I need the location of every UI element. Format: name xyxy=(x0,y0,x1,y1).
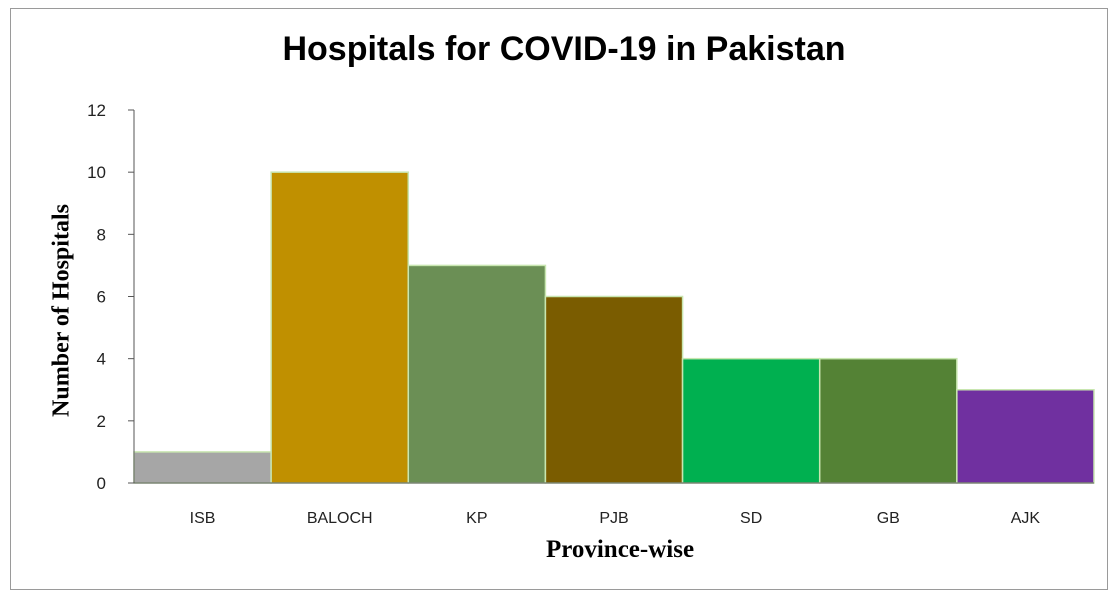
x-tick-label: ISB xyxy=(190,510,216,527)
x-tick-label: PJB xyxy=(599,510,628,527)
x-tick-label: KP xyxy=(466,510,487,527)
bar-kp xyxy=(407,264,547,484)
bar-pjb xyxy=(544,295,684,484)
bar-isb xyxy=(133,451,272,484)
bar-gb xyxy=(818,357,958,484)
y-tick-label: 6 xyxy=(97,288,106,307)
y-tick-label: 4 xyxy=(97,350,106,369)
y-tick-label: 8 xyxy=(97,225,106,244)
bar-ajk xyxy=(956,389,1095,484)
x-axis-label: Province-wise xyxy=(545,536,695,563)
y-tick-label: 0 xyxy=(97,474,106,493)
y-tick-label: 10 xyxy=(87,163,106,182)
x-tick-label: BALOCH xyxy=(307,510,373,527)
x-tick-label: AJK xyxy=(1011,510,1041,527)
bar-baloch xyxy=(270,171,410,484)
x-tick-label: GB xyxy=(877,510,900,527)
x-tick-label: SD xyxy=(740,510,762,527)
bar-sd xyxy=(681,357,821,484)
y-tick-label: 12 xyxy=(87,101,106,120)
y-tick-label: 2 xyxy=(97,412,106,431)
chart-title: Hospitals for COVID-19 in Pakistan xyxy=(282,30,846,68)
